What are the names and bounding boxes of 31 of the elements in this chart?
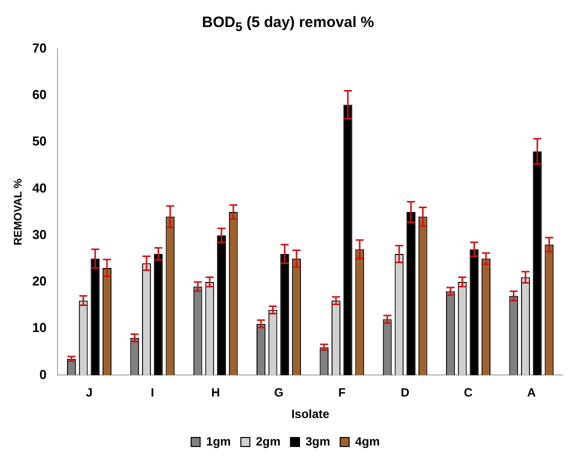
y-tick-label: 70 — [32, 40, 47, 56]
x-axis-title: Isolate — [291, 407, 330, 422]
y-tick-label: 50 — [32, 134, 47, 149]
x-tick-label: J — [86, 386, 93, 400]
bar — [532, 151, 542, 376]
y-tick-label: 40 — [32, 180, 47, 196]
bar — [217, 235, 226, 376]
bar — [154, 254, 163, 376]
y-tick-label: 60 — [32, 87, 47, 102]
x-tick-label: F — [338, 386, 346, 400]
y-tick-label: 30 — [32, 226, 47, 242]
x-tick-label: I — [150, 386, 154, 400]
x-tick-label: H — [211, 386, 220, 400]
y-tick-label: 20 — [32, 274, 47, 289]
bar — [343, 104, 352, 376]
y-axis-title: REMOVAL % — [12, 178, 25, 246]
legend-label: 1gm — [206, 434, 231, 448]
y-tick-label: 10 — [32, 320, 47, 336]
x-tick-label: A — [527, 386, 536, 400]
x-tick-label: C — [464, 386, 473, 400]
x-tick-label: G — [274, 386, 284, 400]
bar — [90, 258, 100, 376]
legend-label: 2gm — [256, 434, 281, 448]
legend-label: 4gm — [355, 434, 380, 448]
bar — [280, 254, 290, 376]
y-tick-label: 0 — [39, 366, 47, 382]
chart-title: BOD$_{5}$ (5 day) removal % — [200, 13, 375, 36]
x-tick-label: D — [400, 386, 410, 400]
bar — [406, 212, 416, 376]
bar — [470, 249, 479, 376]
legend-label: 3gm — [306, 434, 330, 448]
